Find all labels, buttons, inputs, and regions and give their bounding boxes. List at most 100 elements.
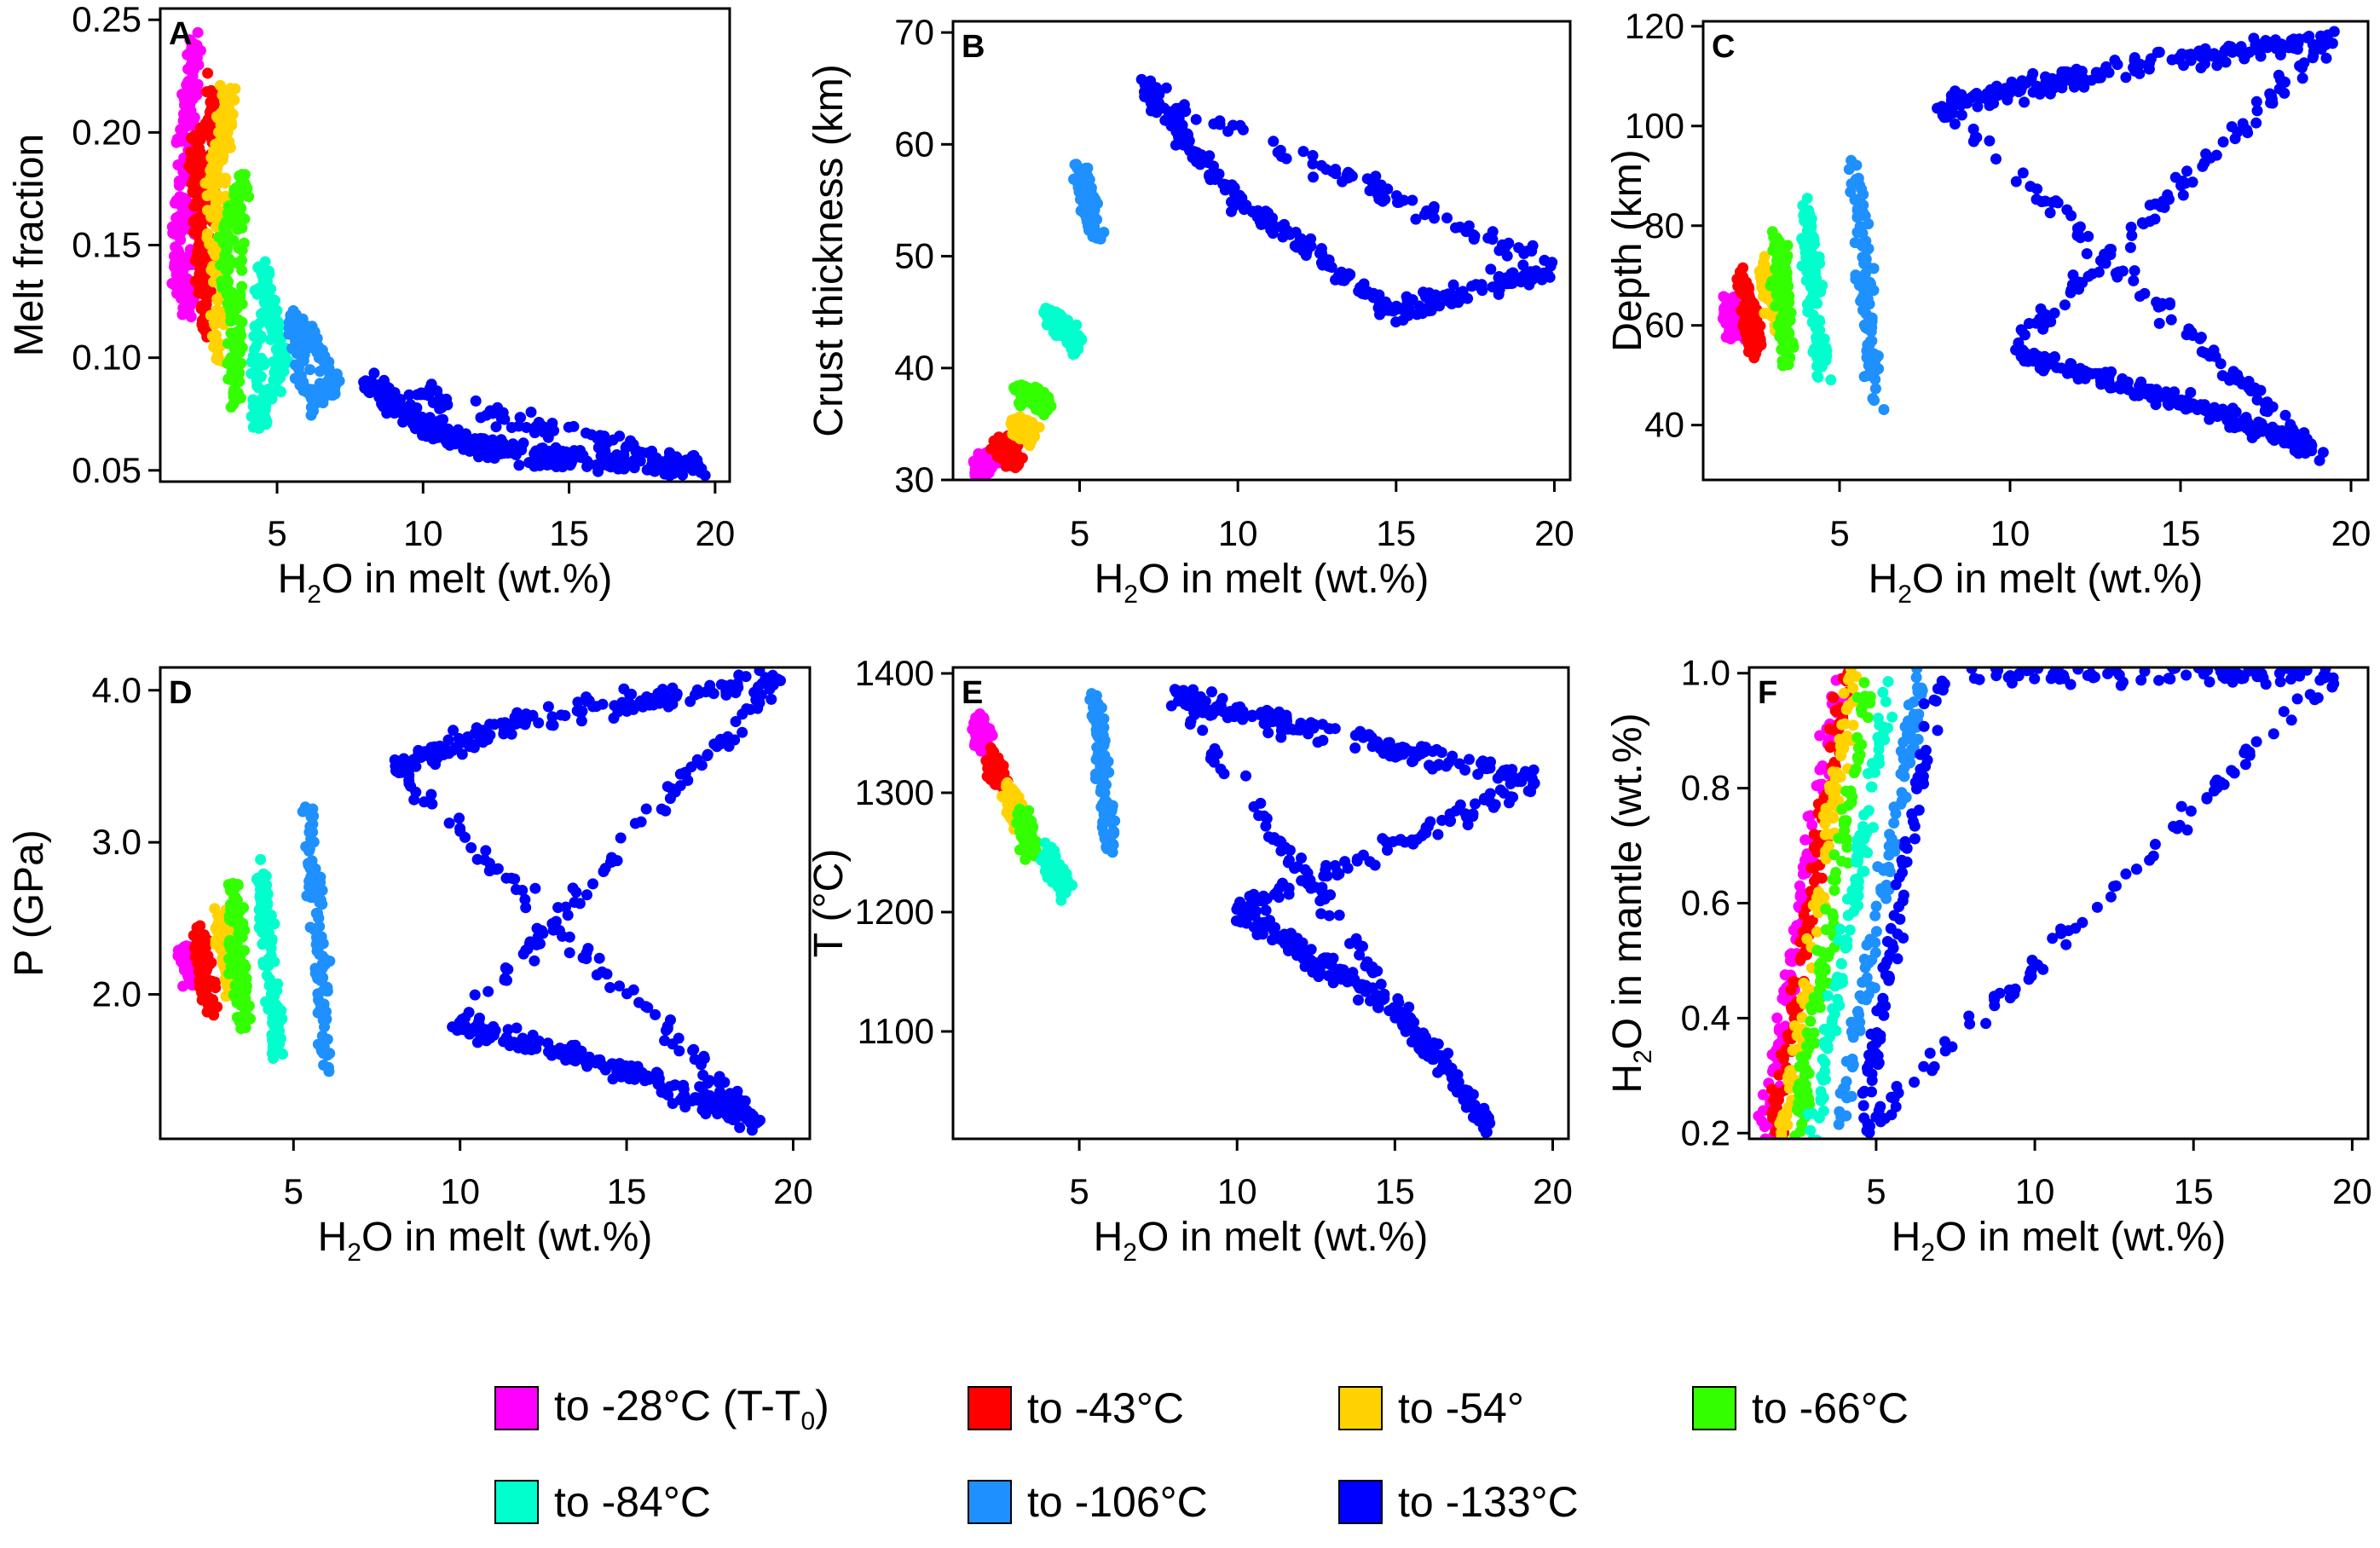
- data-point: [2178, 396, 2189, 408]
- data-point: [1869, 383, 1881, 395]
- data-point: [321, 1033, 333, 1045]
- data-point: [314, 378, 326, 390]
- data-point: [487, 407, 499, 419]
- data-point: [1280, 153, 1292, 165]
- data-point: [740, 671, 752, 683]
- data-point: [513, 459, 525, 471]
- data-point: [1226, 179, 1238, 191]
- data-point: [194, 268, 205, 280]
- data-point: [2155, 200, 2167, 212]
- data-point: [194, 955, 205, 967]
- data-point: [249, 321, 261, 332]
- data-point: [597, 454, 609, 466]
- data-point: [1281, 225, 1293, 236]
- data-point: [2114, 379, 2126, 391]
- data-point: [1937, 109, 1949, 121]
- data-point: [257, 875, 269, 887]
- data-point: [224, 904, 236, 916]
- data-point: [1487, 234, 1499, 245]
- data-point: [315, 934, 327, 946]
- data-point: [2186, 326, 2198, 338]
- data-point: [499, 413, 511, 425]
- data-point: [488, 1020, 500, 1032]
- data-point: [2144, 57, 2155, 69]
- data-point: [2185, 49, 2197, 61]
- data-point: [1855, 295, 1867, 307]
- data-point: [2124, 241, 2136, 253]
- data-point: [1268, 136, 1280, 147]
- data-point: [1072, 162, 1083, 174]
- data-point: [1226, 205, 1237, 217]
- data-point: [1297, 146, 1309, 158]
- points-layer: [1717, 26, 2340, 466]
- panel-label: C: [1712, 29, 1735, 65]
- data-point: [1851, 205, 1863, 217]
- data-point: [469, 433, 481, 445]
- data-point: [1031, 403, 1042, 415]
- data-point: [305, 811, 317, 823]
- data-point: [500, 1031, 512, 1043]
- data-point: [207, 184, 219, 196]
- data-point: [1295, 233, 1307, 245]
- data-point: [2160, 386, 2172, 398]
- data-point: [2262, 42, 2273, 54]
- data-point: [2019, 329, 2031, 341]
- data-point: [1796, 260, 1808, 272]
- data-point: [1805, 296, 1817, 308]
- data-point: [2197, 160, 2209, 172]
- y-axis-label: Crust thickness (km): [806, 64, 852, 436]
- data-point: [2250, 43, 2262, 55]
- data-point: [2040, 309, 2051, 321]
- data-point: [2226, 121, 2238, 133]
- data-point: [368, 367, 380, 379]
- data-point: [190, 213, 202, 225]
- data-point: [2039, 318, 2051, 330]
- data-point: [317, 1048, 329, 1060]
- data-point: [220, 136, 231, 148]
- data-point: [304, 878, 316, 890]
- data-point: [235, 202, 247, 214]
- data-point: [322, 1061, 334, 1073]
- data-point: [2273, 83, 2285, 95]
- data-point: [1411, 309, 1423, 321]
- data-point: [511, 1022, 523, 1034]
- data-point: [2017, 167, 2029, 179]
- data-point: [2149, 213, 2161, 225]
- data-point: [674, 780, 686, 792]
- data-point: [1859, 269, 1870, 280]
- data-point: [2195, 51, 2207, 63]
- data-point: [529, 955, 540, 967]
- data-point: [2079, 365, 2091, 377]
- data-point: [196, 978, 208, 990]
- data-point: [304, 921, 316, 933]
- data-point: [194, 280, 205, 292]
- data-point: [656, 456, 668, 468]
- data-point: [273, 1017, 285, 1029]
- data-point: [2269, 428, 2281, 440]
- data-point: [2217, 136, 2229, 147]
- data-point: [1042, 391, 1054, 403]
- y-tick-label: 40: [1644, 405, 1684, 445]
- data-point: [1315, 257, 1327, 269]
- x-axis-label-part: O in melt (wt.%): [321, 557, 612, 602]
- data-point: [542, 701, 554, 713]
- y-tick-label: 0.10: [72, 338, 142, 378]
- data-point: [1466, 280, 1478, 292]
- data-point: [294, 379, 306, 391]
- data-point: [1361, 173, 1373, 185]
- data-point: [2081, 248, 2093, 260]
- data-point: [1442, 288, 1454, 300]
- data-point: [2022, 355, 2034, 367]
- data-point: [2071, 222, 2083, 234]
- data-point: [234, 1016, 246, 1028]
- data-point: [1373, 289, 1385, 301]
- data-point: [1179, 106, 1191, 118]
- data-point: [1217, 178, 1229, 190]
- data-point: [1988, 97, 2000, 109]
- data-point: [219, 250, 231, 261]
- data-point: [534, 459, 546, 471]
- data-point: [505, 422, 517, 433]
- data-point: [2150, 391, 2162, 403]
- data-point: [365, 376, 376, 388]
